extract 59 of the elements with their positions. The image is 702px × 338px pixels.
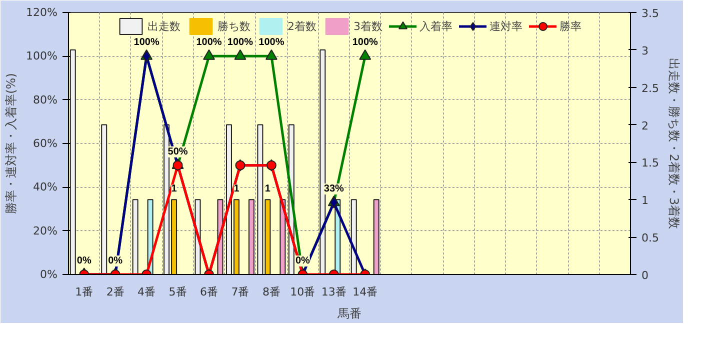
y2-tick-label: 0.5 [642,232,659,245]
bar [320,49,326,274]
data-label: 0% [108,256,123,266]
data-label: 50% [168,146,188,158]
x-tick-label: 10番 [290,286,316,298]
x-tick-label: 2番 [106,286,124,298]
y-tick-label: 20% [33,224,58,238]
y-axis-title: 勝率・連対率・入着率(%) [4,73,18,214]
data-label: 0% [76,256,92,266]
y-tick-label: 100% [26,50,58,63]
data-label: 1 [171,184,178,195]
data-label: 1 [234,184,240,195]
legend-label: 2着数 [288,18,316,34]
data-label: 33% [324,183,344,194]
bar [373,199,380,274]
x-tick-label: 8番 [262,286,280,298]
y-tick-label: 40% [33,180,58,194]
y-tick-label: 0% [40,268,58,281]
legend-label: 3着数 [354,18,382,34]
y2-tick-label: 3.5 [642,7,659,20]
data-label: 100% [134,37,160,48]
y2-tick-label: 1.5 [642,156,659,170]
y2-tick-label: 0 [642,269,648,282]
bar [132,199,138,274]
point [359,49,372,60]
y2-tick-label: 1 [642,194,648,208]
data-label: 100% [227,37,254,48]
x-tick-label: 13番 [321,286,346,298]
data-label: 100% [258,37,284,48]
x-axis-title: 馬番 [336,306,362,320]
y2-axis-title: 出走数・勝ち数・2着数・3着数 [666,58,681,230]
data-label: 1 [264,184,271,195]
bar [248,199,254,274]
y-tick-label: 60% [33,137,58,150]
y2-tick-label: 2 [642,119,648,132]
data-label: 100% [352,37,378,48]
data-label: 0% [295,256,310,266]
legend-label: 出走数 [148,18,180,34]
x-tick-label: 6番 [200,286,218,298]
y-tick-label: 120% [26,6,58,19]
x-tick-label: 1番 [75,286,94,298]
x-tick-label: 4番 [138,286,156,298]
point [265,49,278,60]
legend-label: 勝率 [560,18,582,34]
data-label: 100% [196,37,222,48]
bar [280,199,286,274]
point [234,49,246,60]
legend-label: 連対率 [490,18,522,34]
x-tick-label: 7番 [231,286,250,298]
y2-tick-label: 2.5 [642,82,659,95]
legend-label: 入着率 [420,18,452,34]
point [203,49,215,60]
legend-label: 勝ち数 [218,18,250,34]
y-tick-label: 80% [33,93,58,106]
y2-tick-label: 3 [642,44,648,58]
bar [70,49,76,274]
bar [101,124,108,274]
x-tick-label: 14番 [352,286,378,298]
x-tick-label: 5番 [168,286,187,298]
